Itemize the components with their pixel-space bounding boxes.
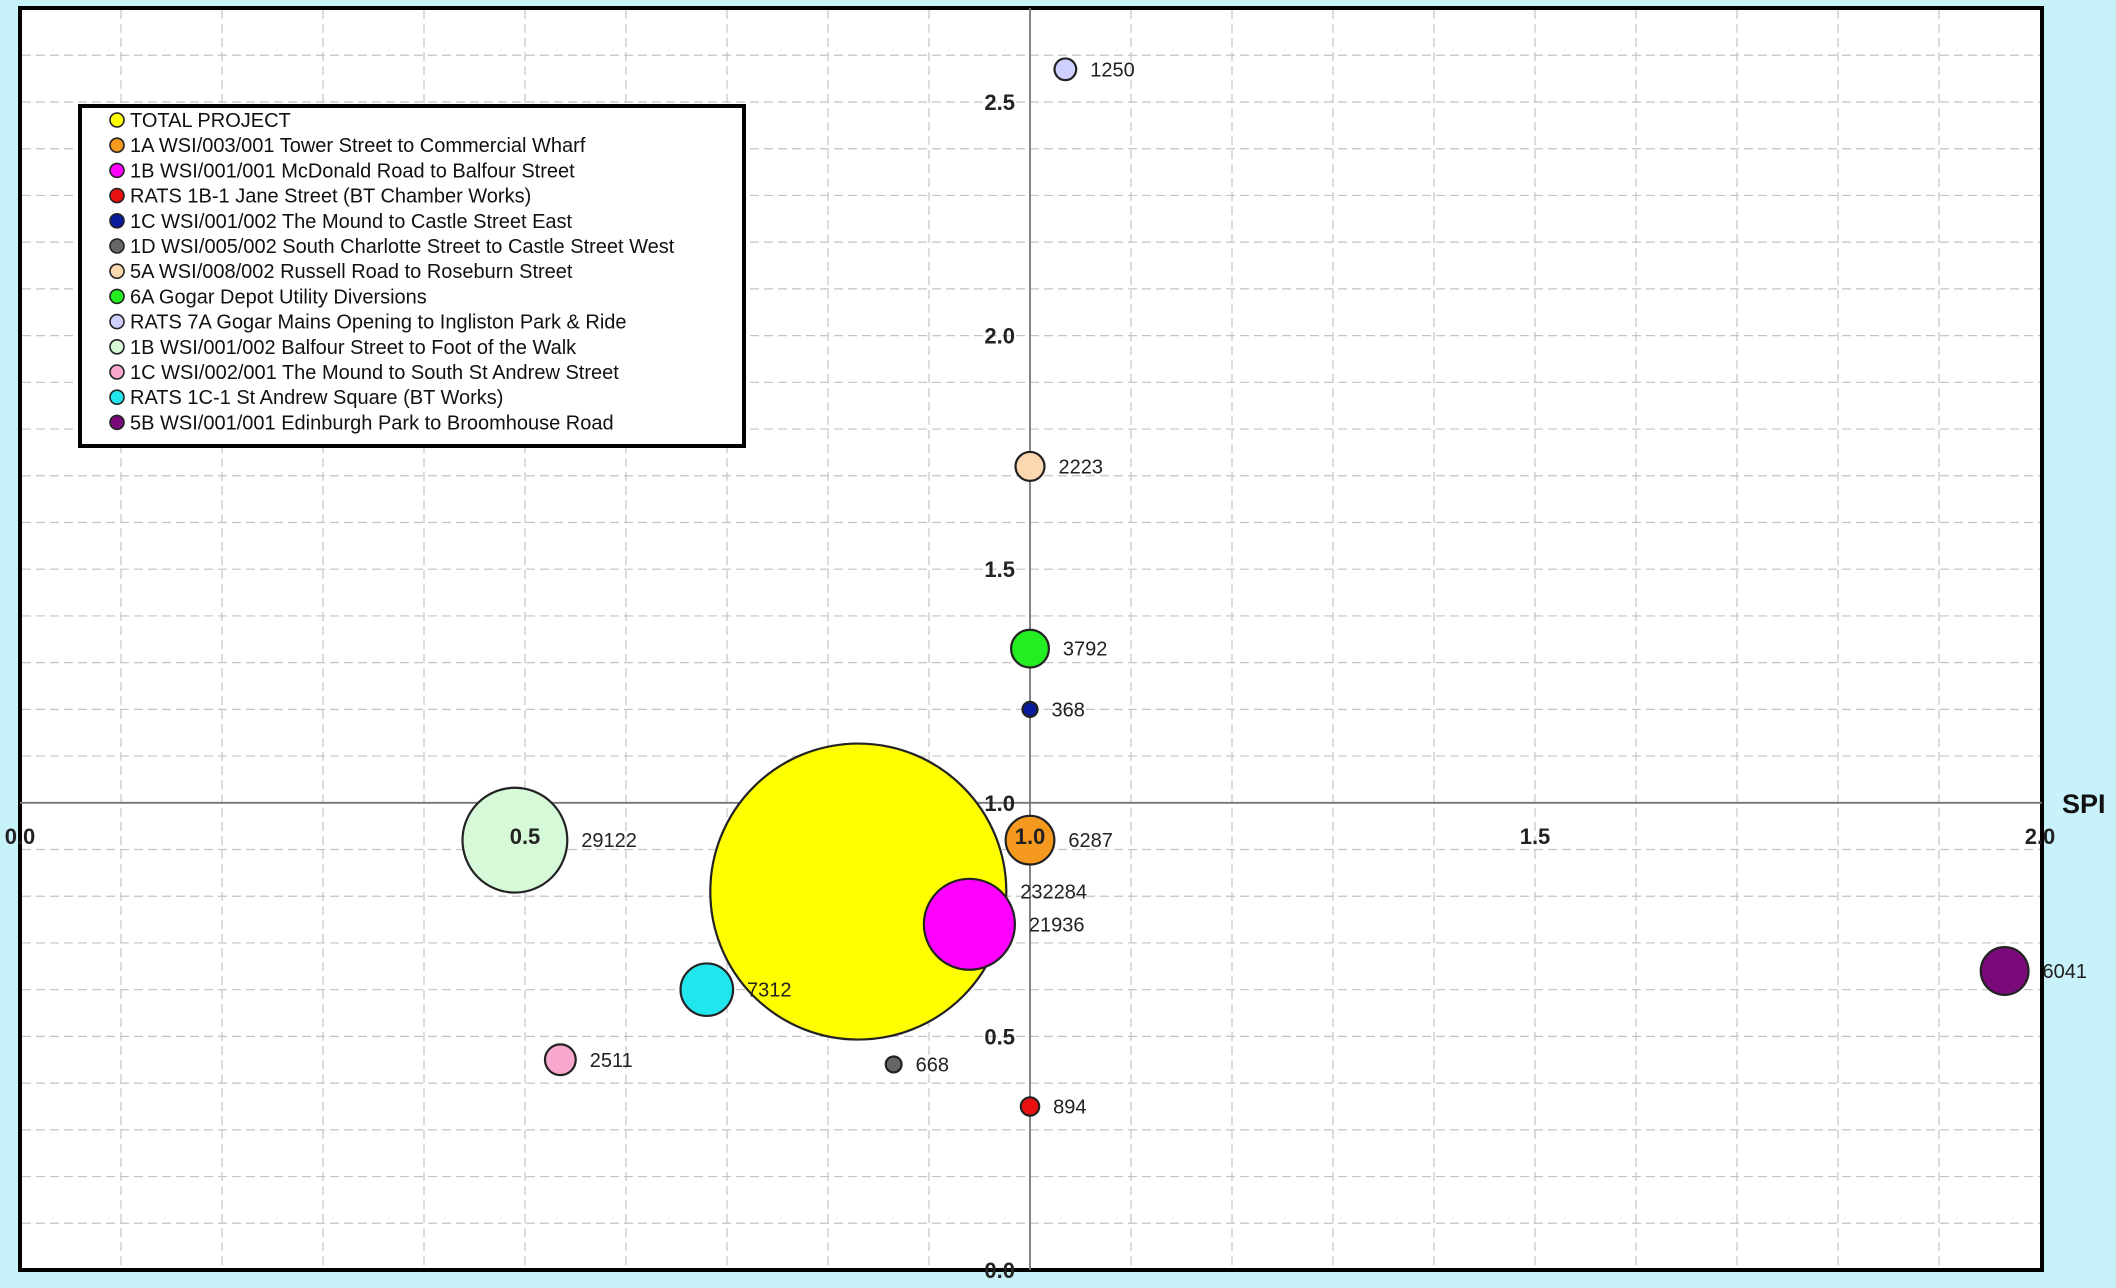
bubble-point — [1019, 1096, 1041, 1117]
legend-entry-label: RATS 7A Gogar Mains Opening to Ingliston… — [130, 312, 627, 334]
legend-entry-label: 1D WSI/005/002 South Charlotte Street to… — [130, 236, 675, 258]
x-tick-label: 0.5 — [510, 824, 541, 849]
legend-entry-label: 1C WSI/001/002 The Mound to Castle Stree… — [130, 211, 573, 233]
legend-entry-label: TOTAL PROJECT — [130, 110, 291, 132]
legend-marker — [109, 313, 125, 330]
bubble-value-label: 29122 — [581, 830, 637, 852]
y-tick-label: 2.0 — [984, 324, 1015, 349]
legend-entry-label: RATS 1B-1 Jane Street (BT Chamber Works) — [130, 186, 531, 208]
y-tick-label: 2.5 — [984, 90, 1015, 115]
bubble-point — [884, 1055, 903, 1074]
bubble-value-label: 6287 — [1068, 830, 1113, 852]
legend-marker — [109, 162, 125, 179]
y-tick-label: 1.5 — [984, 557, 1015, 582]
bubbles — [461, 57, 2030, 1117]
bubble-value-label: 2223 — [1058, 456, 1103, 478]
bubble-value-label: 6041 — [2043, 961, 2088, 983]
legend-marker — [109, 338, 125, 355]
bubble-value-label: 7312 — [747, 980, 792, 1002]
bubble-value-label: 2511 — [590, 1050, 633, 1072]
x-tick-label: 1.5 — [1520, 824, 1551, 849]
legend-marker — [109, 187, 125, 204]
legend-marker — [109, 137, 125, 153]
bubble-point — [1014, 450, 1046, 482]
bubble-value-label: 3792 — [1063, 639, 1108, 661]
bubble-value-label: 1250 — [1090, 59, 1135, 81]
legend-entry-label: 1B WSI/001/002 Balfour Street to Foot of… — [130, 337, 577, 359]
legend-marker — [109, 414, 125, 431]
legend-entry-label: 1B WSI/001/001 McDonald Road to Balfour … — [130, 160, 575, 182]
x-tick-label: 0.0 — [5, 824, 36, 849]
bubble-value-label: 368 — [1052, 699, 1085, 721]
x-tick-label: 2.0 — [2025, 824, 2056, 849]
bubble-labels: 232284 29122 21936 7312 6287 6041 3792 2511 2223… — [581, 59, 2087, 1118]
legend-marker — [109, 213, 125, 229]
bubble-point — [1979, 946, 2030, 996]
legend-marker — [109, 288, 125, 305]
legend: TOTAL PROJECT 1A WSI/003/001 Tower Street… — [78, 104, 746, 448]
bubble-point — [461, 786, 569, 894]
tick-labels: 0.0 0.5 1.0 1.5 2.0 0.0 0.5 1.0 1.5 2.0 2.5 SPI — [5, 90, 2106, 1283]
legend-marker — [109, 112, 125, 128]
bubble-point — [922, 877, 1016, 971]
bubble-point — [709, 742, 1008, 1041]
legend-marker — [109, 389, 125, 406]
y-tick-label: 0.0 — [984, 1258, 1015, 1283]
bubble-point — [1021, 700, 1039, 718]
legend-entry-label: RATS 1C-1 St Andrew Square (BT Works) — [130, 387, 503, 409]
legend-entry-label: 5A WSI/008/002 Russell Road to Roseburn … — [130, 261, 573, 283]
legend-entry-label: 5B WSI/001/001 Edinburgh Park to Broomho… — [130, 412, 614, 434]
x-axis-title: SPI — [2062, 789, 2106, 819]
bubble-value-label: 232284 — [1020, 882, 1087, 904]
x-tick-label: 1.0 — [1015, 824, 1046, 849]
bubble-value-label: 894 — [1053, 1096, 1086, 1118]
legend-box — [78, 104, 746, 448]
legend-marker — [109, 263, 125, 280]
legend-entry-label: 1A WSI/003/001 Tower Street to Commercia… — [130, 135, 586, 157]
legend-marker — [109, 238, 125, 254]
bubble-point — [1004, 814, 1056, 866]
bubble-point — [679, 962, 735, 1018]
y-tick-label: 0.5 — [984, 1024, 1015, 1049]
bubble-point — [1009, 628, 1051, 669]
bubble-value-label: 668 — [916, 1054, 949, 1076]
legend-marker — [109, 364, 125, 380]
legend-entry-label: 6A Gogar Depot Utility Diversions — [130, 286, 427, 308]
y-tick-label: 1.0 — [984, 791, 1015, 816]
bubble-point — [1053, 57, 1078, 82]
legend-entry-label: 1C WSI/002/001 The Mound to South St And… — [130, 362, 619, 384]
bubble-point — [543, 1043, 577, 1077]
bubble-value-label: 21936 — [1029, 914, 1085, 936]
